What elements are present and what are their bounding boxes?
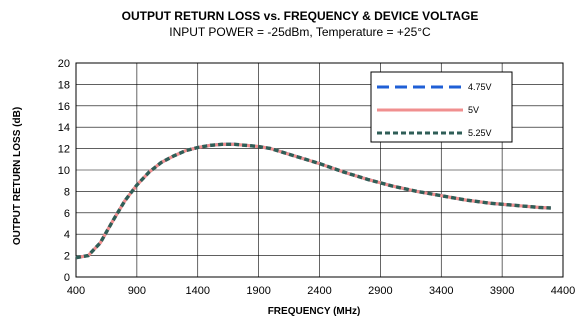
chart-title: OUTPUT RETURN LOSS vs. FREQUENCY & DEVIC… [122, 9, 479, 23]
y-tick-label: 10 [58, 165, 70, 177]
plot-area-frame [75, 62, 564, 278]
series-line-3 [75, 142, 551, 260]
y-tick-label: 14 [58, 122, 70, 134]
y-tick-label: 20 [58, 58, 70, 70]
y-tick-label: 6 [64, 208, 70, 220]
series-lines [75, 142, 551, 260]
legend-label-2: 5V [468, 105, 479, 115]
y-tick-label: 4 [64, 229, 70, 241]
x-axis-label: FREQUENCY (MHz) [268, 306, 361, 317]
y-tick-label: 0 [64, 272, 70, 284]
legend-label-3: 5.25V [468, 128, 492, 138]
y-axis-label: OUTPUT RETURN LOSS (dB) [12, 107, 23, 245]
x-tick-label: 900 [128, 285, 146, 297]
x-tick-label: 3400 [429, 285, 453, 297]
y-tick-label: 12 [58, 144, 70, 156]
x-tick-label: 4400 [551, 285, 575, 297]
x-tick-label: 2400 [307, 285, 331, 297]
x-axis-ticks: 400 900 1400 1900 2400 2900 3400 3900 4400 [67, 285, 575, 297]
x-tick-label: 3900 [490, 285, 514, 297]
x-tick-label: 2900 [368, 285, 392, 297]
legend-label-1: 4.75V [468, 82, 492, 92]
legend: 4.75V 5V 5.25V [370, 71, 513, 143]
x-tick-label: 1400 [186, 285, 210, 297]
y-tick-label: 8 [64, 186, 70, 198]
y-axis-ticks: 0 2 4 6 8 10 12 14 16 18 20 [58, 58, 70, 284]
legend-box [370, 71, 513, 143]
y-tick-label: 2 [64, 251, 70, 263]
chart-subtitle: INPUT POWER = -25dBm, Temperature = +25°… [169, 25, 431, 39]
x-tick-label: 1900 [246, 285, 270, 297]
x-tick-label: 400 [67, 285, 85, 297]
y-tick-label: 16 [58, 101, 70, 113]
y-tick-label: 18 [58, 79, 70, 91]
